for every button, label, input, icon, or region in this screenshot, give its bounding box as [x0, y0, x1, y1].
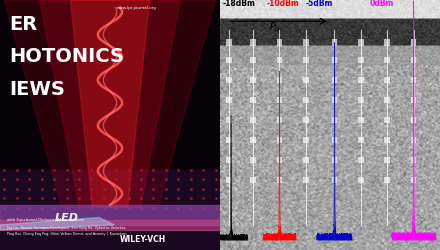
Bar — [385, 157, 390, 163]
Bar — [411, 117, 416, 123]
Bar — [411, 57, 416, 63]
Bar — [332, 57, 337, 63]
Bar — [411, 39, 416, 46]
Bar — [303, 39, 309, 46]
Bar — [250, 117, 256, 123]
Bar — [277, 137, 282, 143]
Bar — [0, 170, 220, 250]
Bar — [385, 177, 390, 183]
Bar — [277, 177, 282, 183]
Bar — [303, 137, 309, 143]
Bar — [277, 77, 282, 83]
Bar — [332, 77, 337, 83]
Bar — [411, 137, 416, 143]
Bar — [411, 177, 416, 183]
Bar — [358, 39, 364, 46]
Bar — [358, 117, 364, 123]
Text: $P_\mu$: $P_\mu$ — [269, 20, 281, 35]
Bar — [358, 77, 364, 83]
Text: Ping Bai, Cheng Eng Png, Hilmi Volkan Demir, and Arseniy I. Kuznetsov: Ping Bai, Cheng Eng Png, Hilmi Volkan De… — [7, 232, 127, 236]
Bar — [358, 157, 364, 163]
Bar — [250, 77, 256, 83]
Bar — [277, 157, 282, 163]
Bar — [332, 157, 337, 163]
Bar — [358, 177, 364, 183]
Bar — [250, 177, 256, 183]
Bar — [303, 157, 309, 163]
Text: 0dBm: 0dBm — [370, 0, 394, 8]
Bar — [332, 137, 337, 143]
Bar — [385, 57, 390, 63]
Bar — [385, 39, 390, 46]
Text: LED: LED — [55, 213, 79, 223]
Bar — [226, 137, 232, 143]
Bar — [0, 220, 220, 230]
Bar — [250, 57, 256, 63]
Bar — [226, 77, 232, 83]
Bar — [411, 77, 416, 83]
Bar — [385, 117, 390, 123]
Bar — [226, 39, 232, 46]
Text: -10dBm: -10dBm — [266, 0, 299, 8]
Bar — [332, 177, 337, 183]
Bar — [303, 77, 309, 83]
Bar — [385, 77, 390, 83]
Bar — [226, 97, 232, 103]
Bar — [411, 97, 416, 103]
Text: -18dBm: -18dBm — [222, 0, 255, 8]
Bar — [0, 205, 220, 225]
Bar — [332, 97, 337, 103]
Polygon shape — [70, 0, 150, 208]
Bar — [303, 97, 309, 103]
Text: Jing Liu, Ramón Paniagua-Domínguez, Son Tung Ha, Vytautas Valuckas,: Jing Liu, Ramón Paniagua-Domínguez, Son … — [7, 226, 127, 230]
Bar — [250, 97, 256, 103]
Bar — [277, 57, 282, 63]
Bar — [250, 137, 256, 143]
Bar — [358, 97, 364, 103]
Bar — [303, 117, 309, 123]
Text: -5dBm: -5dBm — [306, 0, 333, 8]
Polygon shape — [4, 0, 216, 208]
Bar — [358, 137, 364, 143]
Bar — [358, 57, 364, 63]
Bar — [277, 39, 282, 46]
Bar — [277, 117, 282, 123]
Text: HOTONICS: HOTONICS — [9, 48, 124, 66]
Bar — [250, 39, 256, 46]
Text: ER: ER — [9, 15, 37, 34]
Bar — [226, 177, 232, 183]
Bar — [250, 157, 256, 163]
Text: WILEY-VCH: WILEY-VCH — [120, 236, 166, 244]
Bar — [385, 97, 390, 103]
Polygon shape — [40, 0, 180, 208]
Bar — [226, 157, 232, 163]
Polygon shape — [0, 218, 114, 230]
Text: IEWS: IEWS — [9, 80, 65, 99]
Bar — [226, 57, 232, 63]
Bar — [332, 117, 337, 123]
Bar — [332, 39, 337, 46]
Bar — [277, 97, 282, 103]
Text: with Functional Dielectric Metasurfaces: with Functional Dielectric Metasurfaces — [7, 218, 83, 222]
Bar — [411, 157, 416, 163]
Bar — [385, 137, 390, 143]
Bar — [303, 177, 309, 183]
Text: www.lpr-journal.org: www.lpr-journal.org — [117, 6, 156, 10]
Bar — [303, 57, 309, 63]
Bar — [226, 117, 232, 123]
